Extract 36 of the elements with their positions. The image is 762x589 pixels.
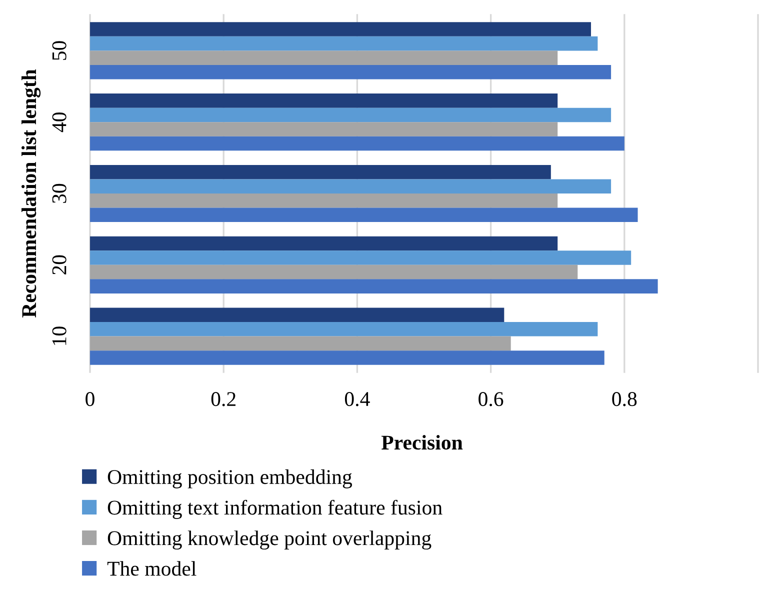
x-tick-label: 0 — [86, 392, 94, 406]
x-tick-label: 0.8 — [612, 392, 637, 406]
bar — [90, 50, 558, 65]
bar — [90, 164, 551, 180]
bar — [90, 350, 604, 365]
x-tick-label: 0.4 — [344, 392, 370, 406]
x-tick-label: 0.2 — [211, 392, 236, 406]
bar — [90, 264, 578, 280]
bar — [90, 236, 558, 251]
bar — [90, 336, 511, 351]
bar — [90, 208, 638, 222]
legend-label: Omitting position embedding — [108, 469, 352, 488]
bar — [90, 108, 612, 122]
bar — [90, 136, 624, 151]
y-tick-label: 40 — [52, 112, 66, 132]
bar — [90, 94, 558, 108]
bar — [90, 322, 598, 336]
bar — [90, 179, 612, 194]
bar — [90, 308, 504, 322]
legend-label: The model — [107, 561, 196, 576]
x-tick-label: 0.6 — [478, 392, 504, 406]
bar — [90, 22, 591, 36]
bar — [90, 122, 558, 136]
legend-label: Omitting knowledge point overlapping — [108, 530, 432, 550]
bar — [90, 279, 658, 294]
bar — [90, 194, 558, 208]
bar — [90, 36, 598, 51]
y-axis-title: Recommendation list length — [21, 69, 41, 318]
bar — [90, 250, 632, 265]
bar — [90, 64, 612, 80]
legend-label: Omitting text information feature fusion — [108, 500, 442, 519]
y-tick-label: 10 — [52, 326, 66, 345]
x-axis-title: Precision — [381, 435, 463, 450]
y-tick-label: 50 — [52, 41, 66, 60]
y-tick-label: 30 — [52, 184, 66, 203]
y-tick-label: 20 — [52, 255, 66, 274]
